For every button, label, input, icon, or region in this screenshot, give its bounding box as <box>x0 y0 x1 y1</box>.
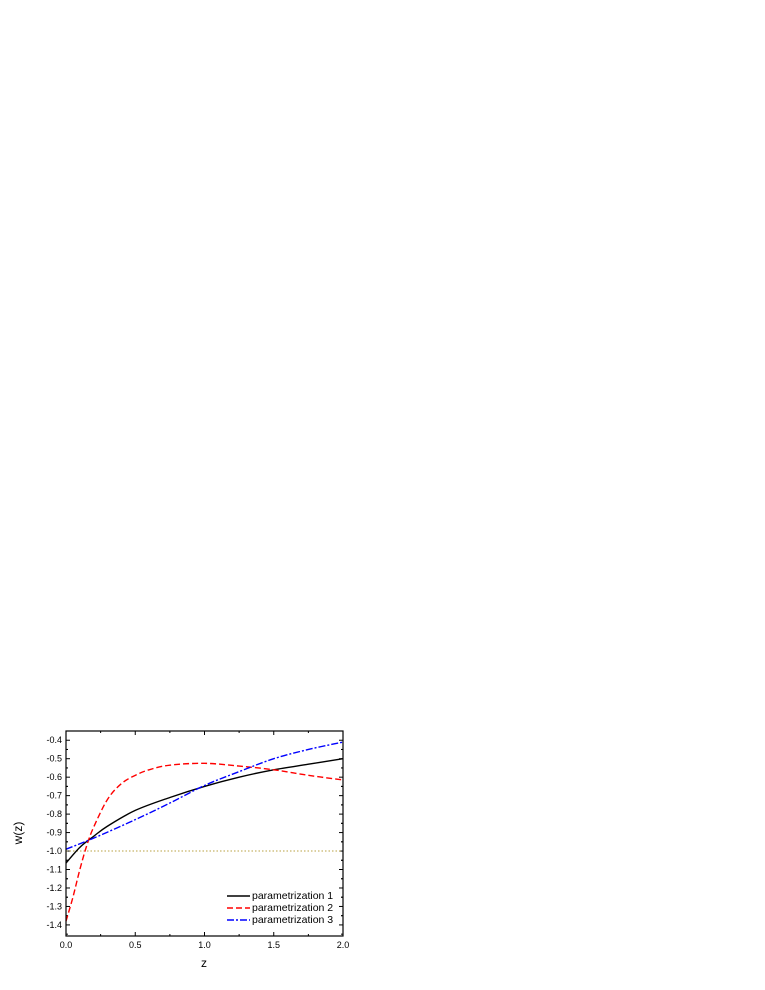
legend: parametrization 1 parametrization 2 para… <box>252 890 333 926</box>
y-tick-label: -0.4 <box>46 735 62 745</box>
legend-label-3: parametrization 3 <box>252 914 333 926</box>
x-axis-label: z <box>201 956 207 970</box>
y-axis-label: w(z) <box>11 822 25 846</box>
y-tick-label: -0.8 <box>46 809 62 819</box>
y-tick-label: -1.1 <box>46 865 62 875</box>
series-line-1 <box>65 758 344 864</box>
y-tick-label: -0.6 <box>46 772 62 782</box>
legend-label-1: parametrization 1 <box>252 890 333 902</box>
plot-frame <box>65 730 344 937</box>
legend-label-2: parametrization 2 <box>252 902 333 914</box>
y-tick-label: -0.5 <box>46 754 62 764</box>
y-tick-label: -1.2 <box>46 883 62 893</box>
y-tick-label: -1.0 <box>46 846 62 856</box>
x-tick-label: 0.5 <box>129 940 142 950</box>
x-tick-label: 2.0 <box>337 940 350 950</box>
y-tick-label: -0.7 <box>46 791 62 801</box>
y-tick-label: -1.3 <box>46 901 62 911</box>
series-line-3 <box>65 741 344 850</box>
y-tick-label: -0.9 <box>46 828 62 838</box>
x-tick-label: 1.0 <box>198 940 211 950</box>
x-tick-label: 0.0 <box>60 940 73 950</box>
series-line-2 <box>65 762 344 922</box>
x-tick-label: 1.5 <box>267 940 280 950</box>
y-tick-label: -1.4 <box>46 920 62 930</box>
